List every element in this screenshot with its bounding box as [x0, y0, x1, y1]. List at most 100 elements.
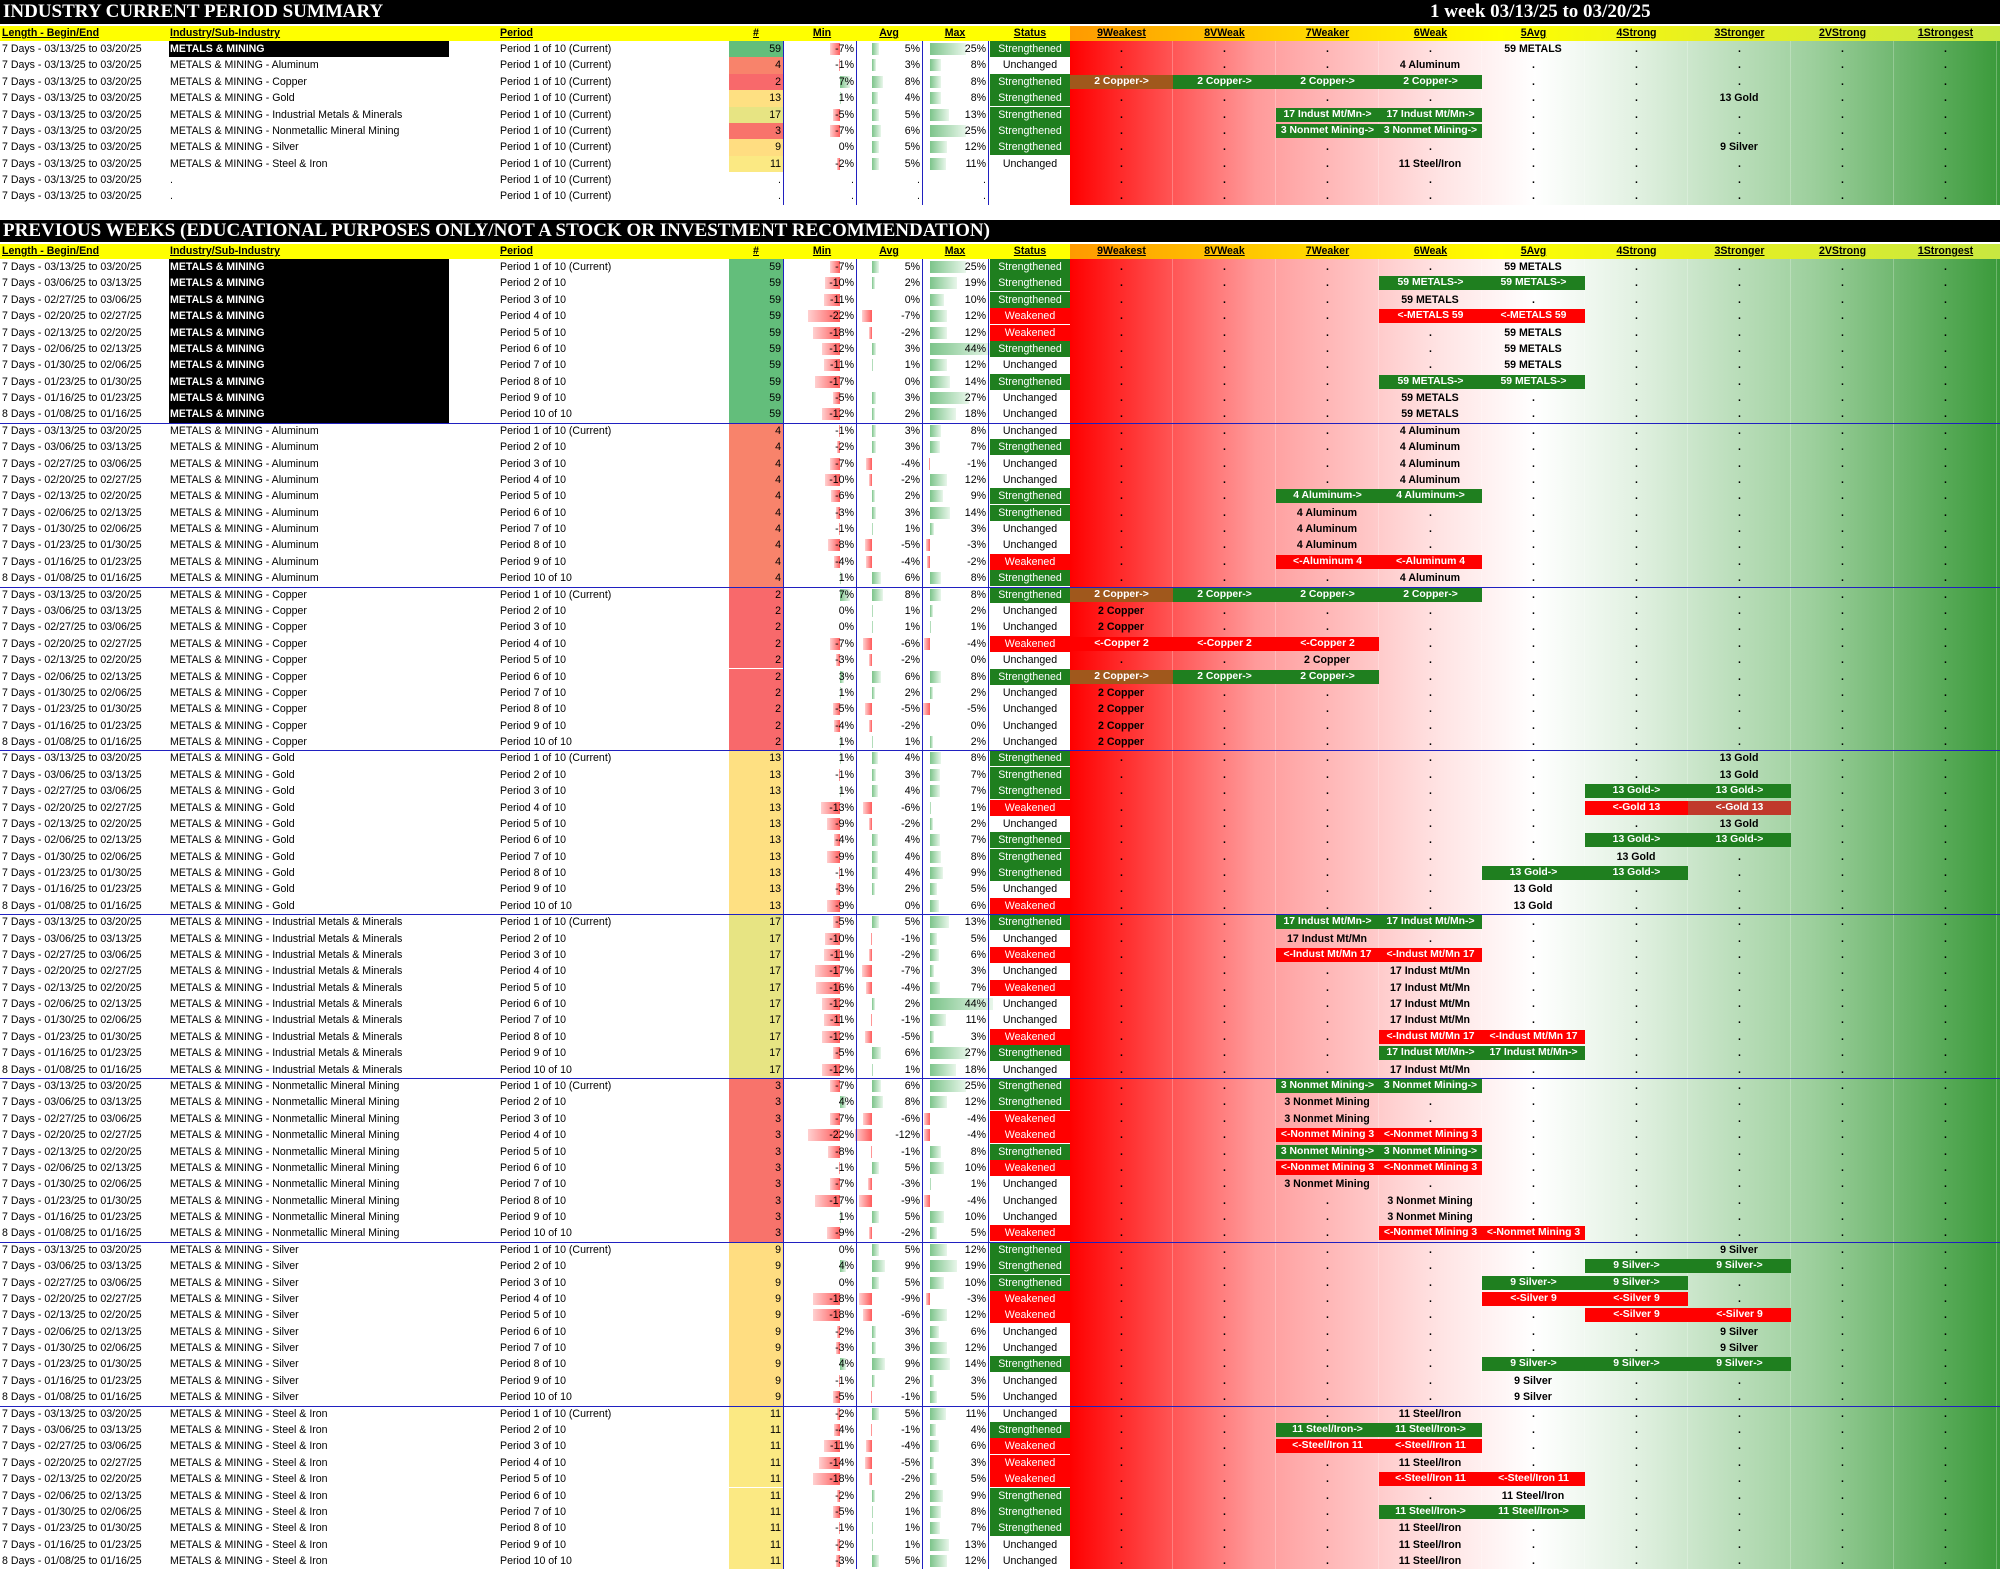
header-level-5: 5Avg [1520, 245, 1547, 257]
level-dot: . [1532, 801, 1535, 814]
count-cell: 17 [769, 1030, 781, 1043]
level-dot: . [1326, 1505, 1329, 1518]
level-label: 4 Aluminum [1399, 473, 1461, 486]
avg-bar [872, 441, 877, 454]
level-dot: . [1326, 408, 1329, 421]
min-bar [838, 768, 840, 781]
level-dot: . [1944, 490, 1947, 503]
table-row: 7 Days - 02/06/25 to 02/13/25 METALS & MI… [0, 340, 2000, 358]
min-bar [840, 588, 851, 601]
level-move-tag: 2 Copper-> [1379, 74, 1482, 89]
level-label: 17 Indust Mt/Mn [1389, 1014, 1471, 1027]
avg-cell: 3% [904, 441, 920, 454]
level-dot: . [1738, 1080, 1741, 1092]
level-dot: . [1944, 506, 1947, 519]
level-dot: . [1223, 1194, 1226, 1207]
count-fill [729, 1503, 783, 1521]
level-dot: . [1326, 686, 1329, 699]
level-dot: . [1223, 506, 1226, 519]
count-fill [729, 1487, 783, 1504]
level-dot: . [1738, 1194, 1741, 1207]
max-cell: 8% [970, 670, 986, 683]
status-cell: Strengthened [990, 1487, 1070, 1504]
length-cell: 7 Days - 01/16/25 to 01/23/25 [2, 1538, 142, 1551]
period-cell: Period 5 of 10 [500, 981, 566, 994]
length-cell: 7 Days - 03/06/25 to 03/13/25 [2, 932, 142, 945]
level-dot: . [1738, 1276, 1741, 1289]
period-cell: Period 8 of 10 [500, 1522, 566, 1535]
level-dot: . [1635, 1096, 1638, 1109]
min-bar [829, 1178, 840, 1191]
max-bar [930, 736, 933, 749]
avg-cell: -2% [901, 1473, 920, 1486]
max-cell: 10% [964, 1276, 986, 1289]
min-cell: -22% [829, 310, 854, 323]
max-bar [930, 1522, 940, 1535]
count-cell: 11 [770, 157, 781, 170]
length-cell: 7 Days - 03/13/25 to 03/20/25 [2, 43, 142, 55]
avg-cell: 3% [904, 506, 920, 519]
count-cell: 11 [770, 1423, 781, 1436]
level-dot: . [1223, 981, 1226, 994]
level-dot: . [1120, 1145, 1123, 1158]
count-cell: 4 [775, 490, 781, 503]
level-label: 3 Nonmet Mining [1284, 1112, 1370, 1125]
max-cell: 2% [970, 686, 986, 699]
level-dot: . [1738, 654, 1741, 667]
table-row: 7 Days - 02/20/25 to 02/27/25 METALS & MI… [0, 799, 2000, 816]
industry-highlight [169, 291, 449, 309]
count-fill [729, 41, 783, 58]
level-dot: . [1429, 174, 1432, 187]
count-cell: 9 [775, 1374, 781, 1387]
status-cell: Strengthened [990, 122, 1070, 139]
count-fill [729, 1127, 783, 1144]
max-bar [930, 1342, 948, 1355]
industry-cell: METALS & MINING - Industrial Metals & Mi… [170, 916, 403, 929]
min-bar [840, 1096, 846, 1109]
column-divider [922, 41, 923, 205]
length-cell: 7 Days - 02/13/25 to 02/20/25 [2, 1309, 142, 1322]
count-cell: 4 [775, 506, 781, 519]
level-dot: . [1841, 817, 1844, 830]
level-dot: . [1635, 1243, 1638, 1256]
max-cell: 7% [970, 834, 986, 847]
count-fill [729, 1176, 783, 1193]
count-fill [729, 635, 783, 653]
level-dot: . [1738, 424, 1741, 437]
max-bar [930, 1080, 966, 1092]
level-dot: . [1326, 457, 1329, 470]
level-dot: . [1326, 604, 1329, 617]
level-dot: . [1635, 899, 1638, 912]
industry-cell: METALS & MINING - Aluminum [170, 441, 319, 454]
status-cell: Unchanged [1002, 424, 1058, 437]
header-max: Max [944, 27, 966, 39]
level-label: 11 Steel/Iron [1398, 1407, 1462, 1420]
length-cell: 7 Days - 01/16/25 to 01/23/25 [2, 1211, 142, 1224]
level-dot: . [1326, 157, 1329, 170]
header-level-7: 3Stronger [1714, 245, 1765, 257]
table-row: 7 Days - 03/06/25 to 03/13/25 METALS & MI… [0, 1258, 2000, 1275]
level-dot: . [1738, 342, 1741, 355]
industry-cell: METALS & MINING - Steel & Iron [170, 1555, 328, 1568]
level-dot: . [1326, 1227, 1329, 1240]
status-cell: Unchanged [1002, 719, 1058, 732]
max-bar [930, 916, 949, 929]
max-bar [930, 834, 940, 847]
status-cell: Unchanged [1002, 1374, 1058, 1387]
avg-bar [869, 1473, 872, 1486]
level-dot: . [1532, 457, 1535, 470]
level-dot: . [1944, 998, 1947, 1011]
length-cell: 7 Days - 03/06/25 to 03/13/25 [2, 441, 142, 454]
level-dot: . [1120, 1538, 1123, 1551]
level-dot: . [1635, 1014, 1638, 1027]
status-cell: Weakened [990, 635, 1070, 652]
level-dot: . [1841, 539, 1844, 552]
level-dot: . [1532, 506, 1535, 519]
period-cell: Period 10 of 10 [500, 1063, 572, 1076]
max-bar [930, 359, 948, 372]
status-cell: Unchanged [1002, 1014, 1058, 1027]
min-bar [825, 277, 840, 290]
level-move-tag: 2 Copper-> [1070, 74, 1173, 89]
level-dot: . [1635, 1522, 1638, 1535]
level-dot: . [1841, 948, 1844, 961]
